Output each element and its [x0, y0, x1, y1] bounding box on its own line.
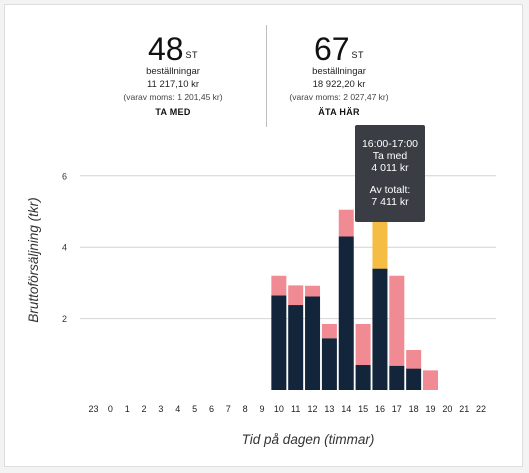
- takeaway-orders-label: beställningar: [146, 66, 200, 77]
- bar-segment: [288, 285, 304, 306]
- tooltip-time: 16:00-17:00: [361, 138, 419, 150]
- x-axis-title: Tid på dagen (timmar): [242, 432, 375, 447]
- bar-segment: [305, 285, 321, 297]
- y-axis-title: Bruttoförsäljning (tkr): [26, 197, 41, 322]
- takeaway-amount: 11 217,10 kr: [146, 79, 200, 90]
- x-tick-label: 22: [476, 404, 486, 414]
- bar-segment: [271, 275, 287, 296]
- takeaway-vat: (varav moms: 1 201,45 kr): [123, 92, 223, 102]
- dine-in-vat: (varav moms: 2 027,47 kr): [289, 92, 389, 102]
- y-tick-label: 2: [62, 314, 67, 324]
- dine-in-count: 67: [313, 31, 350, 67]
- tooltip-value: 4 011 kr: [371, 162, 409, 174]
- bar-segment: [321, 338, 337, 390]
- bar-segment: [271, 295, 287, 390]
- bar-segment: [305, 296, 321, 390]
- takeaway-count: 48: [147, 31, 184, 67]
- takeaway-label: TA MED: [155, 107, 191, 117]
- bar-segment: [372, 268, 388, 390]
- bar-segment: [406, 368, 422, 390]
- x-tick-label: 23: [88, 404, 98, 414]
- x-tick-label: 5: [192, 404, 197, 414]
- takeaway-unit: ST: [185, 50, 199, 60]
- x-tick-label: 14: [341, 404, 351, 414]
- y-tick-label: 6: [62, 171, 67, 181]
- x-tick-label: 3: [158, 404, 163, 414]
- x-tick-label: 2: [142, 404, 147, 414]
- y-tick-label: 4: [62, 243, 67, 253]
- dine-in-stat: 67 ST beställningar 18 922,20 kr (varav m…: [239, 33, 439, 120]
- tooltip-total-value: 7 411 kr: [371, 196, 409, 208]
- bar-segment: [321, 323, 337, 339]
- tooltip-series: Ta med: [372, 150, 408, 162]
- bar-segment: [423, 370, 438, 390]
- dine-in-unit: ST: [351, 50, 365, 60]
- x-tick-label: 10: [274, 404, 284, 414]
- bar-segment: [338, 209, 354, 237]
- bar-segment: [406, 350, 422, 369]
- bar-segment: [355, 323, 371, 366]
- x-tick-label: 17: [392, 404, 402, 414]
- x-tick-label: 1: [125, 404, 130, 414]
- sales-card: 48 ST beställningar 11 217,10 kr (varav m…: [4, 4, 523, 467]
- dine-in-amount: 18 922,20 kr: [312, 79, 366, 90]
- x-tick-label: 21: [459, 404, 469, 414]
- x-tick-label: 7: [226, 404, 231, 414]
- bar-segment: [355, 365, 371, 390]
- x-tick-label: 9: [259, 404, 264, 414]
- dine-in-label: ÄTA HÄR: [318, 107, 360, 117]
- bar-segment: [338, 236, 354, 390]
- x-tick-label: 20: [442, 404, 452, 414]
- takeaway-stat: 48 ST beställningar 11 217,10 kr (varav m…: [73, 33, 273, 120]
- x-tick-label: 12: [308, 404, 318, 414]
- bar-segment: [288, 305, 304, 390]
- bar-segment: [389, 365, 405, 390]
- tooltip-total-label: Av totalt:: [369, 184, 411, 196]
- x-tick-label: 16: [375, 404, 385, 414]
- bar-segment: [389, 275, 405, 366]
- x-tick-label: 8: [243, 404, 248, 414]
- x-tick-label: 15: [358, 404, 368, 414]
- x-tick-label: 11: [291, 404, 300, 414]
- x-tick-label: 4: [175, 404, 180, 414]
- x-tick-label: 13: [324, 404, 334, 414]
- stats-divider: [266, 25, 267, 127]
- x-tick-label: 0: [108, 404, 113, 414]
- x-tick-label: 18: [409, 404, 419, 414]
- x-tick-label: 19: [425, 404, 435, 414]
- x-tick-label: 6: [209, 404, 214, 414]
- dine-in-orders-label: beställningar: [312, 66, 366, 77]
- bar-tooltip: 16:00-17:00 Ta med 4 011 kr Av totalt: 7…: [355, 125, 425, 222]
